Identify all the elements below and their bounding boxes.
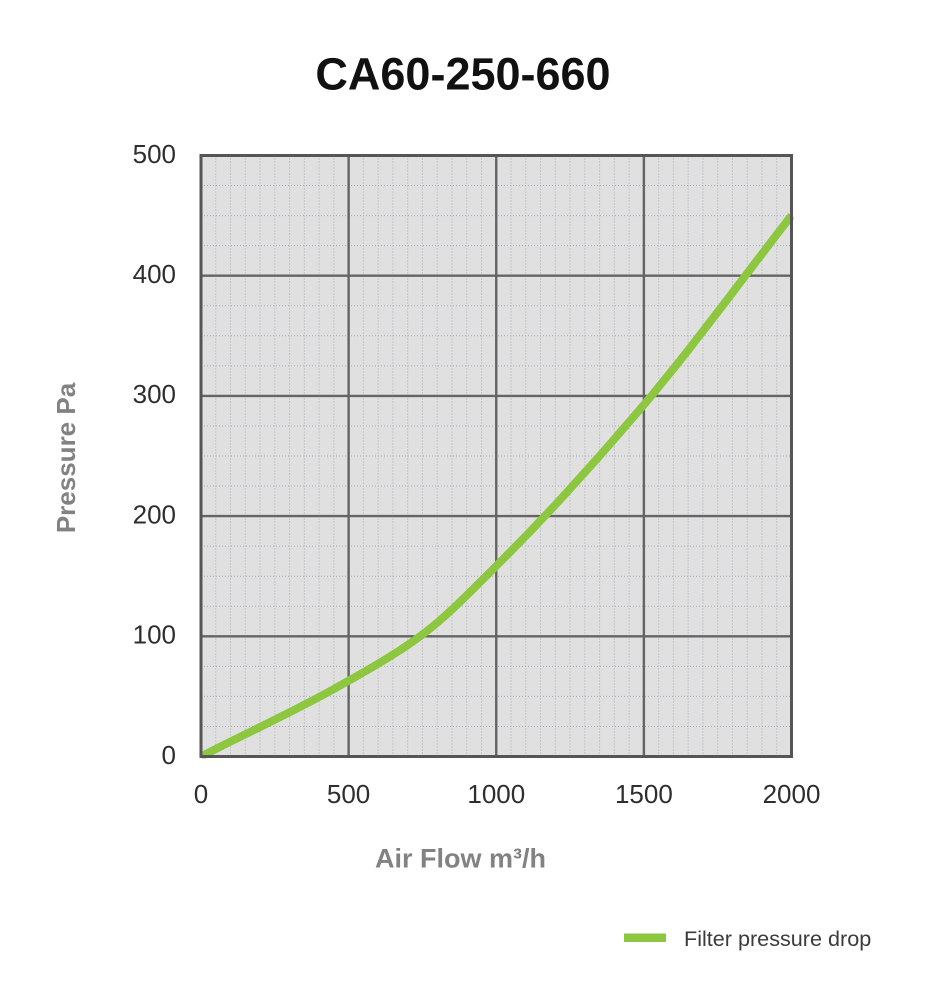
- svg-text:400: 400: [133, 259, 176, 289]
- svg-text:500: 500: [327, 779, 370, 809]
- svg-text:500: 500: [133, 139, 176, 169]
- svg-text:100: 100: [133, 620, 176, 650]
- svg-text:200: 200: [133, 499, 176, 529]
- svg-text:1500: 1500: [615, 779, 673, 809]
- svg-text:Filter pressure drop: Filter pressure drop: [684, 926, 871, 951]
- svg-text:0: 0: [194, 779, 208, 809]
- svg-text:Pressure Pa: Pressure Pa: [51, 382, 81, 533]
- svg-text:0: 0: [162, 740, 176, 770]
- svg-text:300: 300: [133, 379, 176, 409]
- svg-text:1000: 1000: [467, 779, 525, 809]
- svg-text:Air Flow m³/h: Air Flow m³/h: [375, 844, 546, 874]
- svg-text:CA60-250-660: CA60-250-660: [315, 49, 610, 100]
- svg-text:2000: 2000: [763, 779, 821, 809]
